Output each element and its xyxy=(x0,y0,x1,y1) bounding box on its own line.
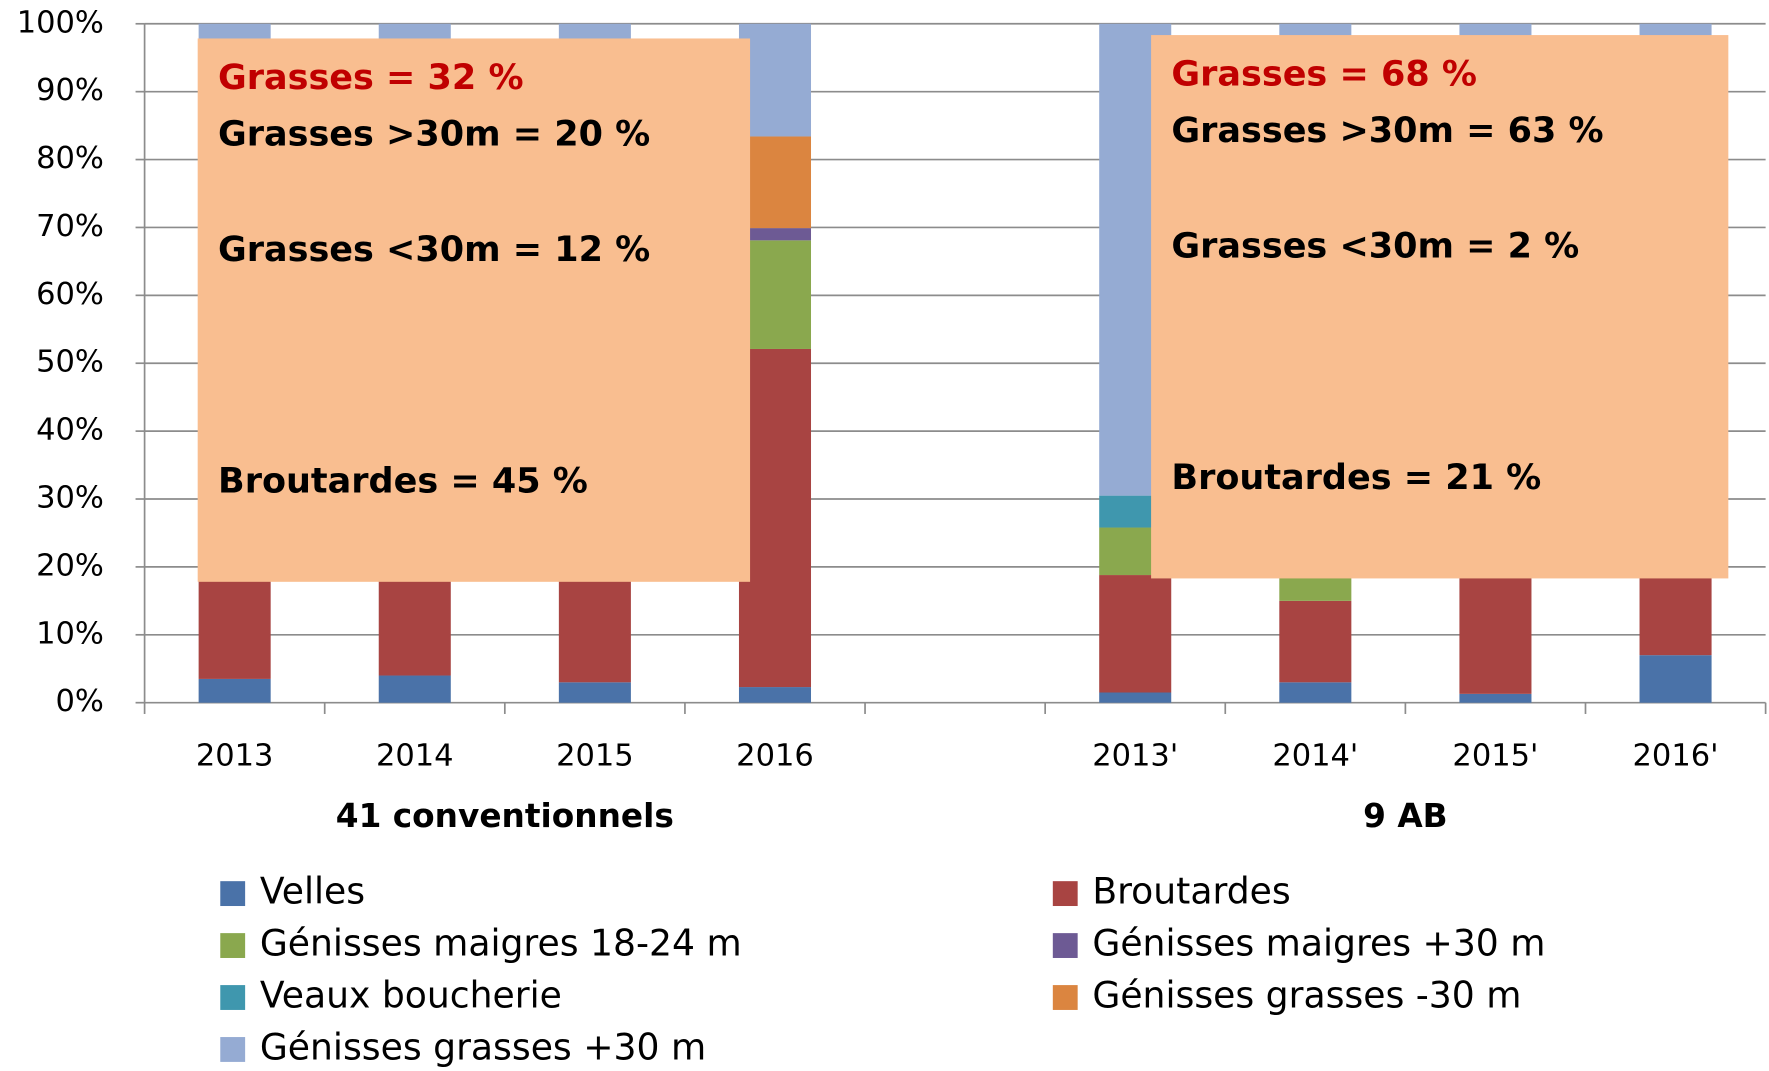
legend-label: Génisses maigres +30 m xyxy=(1092,922,1545,965)
annotation-text: Grasses <30m = 12 % xyxy=(218,230,650,270)
group-label: 9 AB xyxy=(1363,797,1448,835)
legend-swatch xyxy=(220,933,246,958)
x-tick-label: 2013 xyxy=(196,738,274,773)
x-tick-label: 2013' xyxy=(1092,738,1178,773)
bar-segment xyxy=(738,228,812,241)
legend-swatch xyxy=(220,985,246,1010)
bar-segment xyxy=(1099,692,1172,703)
x-tick-label: 2015 xyxy=(556,738,634,773)
y-tick-label: 50% xyxy=(36,345,104,380)
bar-segment xyxy=(738,240,812,349)
legend-swatch xyxy=(220,1037,246,1062)
y-tick-label: 70% xyxy=(36,209,104,244)
bar-segment xyxy=(1279,682,1352,703)
y-tick-label: 40% xyxy=(36,413,104,448)
bar-segment xyxy=(738,348,812,688)
legend-label: Veaux boucherie xyxy=(260,974,562,1017)
annotation-text: Grasses = 32 % xyxy=(218,58,523,98)
annotation-text: Broutardes = 21 % xyxy=(1171,458,1541,498)
bar-segment xyxy=(378,675,451,703)
annotation-text: Grasses <30m = 2 % xyxy=(1171,226,1579,266)
legend-label: Broutardes xyxy=(1092,870,1290,913)
y-tick-label: 10% xyxy=(36,616,104,651)
legend-label: Génisses maigres 18-24 m xyxy=(260,922,742,965)
x-tick-label: 2016 xyxy=(736,738,814,773)
y-tick-label: 100% xyxy=(17,5,104,40)
annotation-text: Grasses = 68 % xyxy=(1171,55,1477,95)
bar-segment xyxy=(558,682,631,703)
y-tick-label: 90% xyxy=(36,73,104,108)
annotation-text: Grasses >30m = 63 % xyxy=(1171,111,1603,151)
legend-label: Velles xyxy=(260,870,365,913)
x-tick-label: 2014' xyxy=(1272,738,1358,773)
bar-segment xyxy=(738,687,812,703)
group-label: 41 conventionnels xyxy=(336,797,674,835)
bar-segment xyxy=(738,23,812,137)
y-tick-label: 0% xyxy=(56,684,104,719)
legend-swatch xyxy=(1052,881,1078,907)
legend-label: Génisses grasses +30 m xyxy=(260,1025,706,1068)
x-tick-label: 2016' xyxy=(1633,738,1719,773)
bar-segment xyxy=(198,678,271,703)
legend-swatch xyxy=(1052,985,1078,1010)
annotation-box xyxy=(1151,35,1729,579)
y-tick-label: 60% xyxy=(36,277,104,312)
x-tick-label: 2014 xyxy=(376,738,454,773)
bar-segment xyxy=(1459,693,1532,703)
y-tick-label: 80% xyxy=(36,141,104,176)
bar-segment xyxy=(738,136,812,229)
annotation-text: Broutardes = 45 % xyxy=(218,461,588,501)
annotation-box xyxy=(197,38,751,582)
y-tick-label: 30% xyxy=(36,481,104,516)
bar-segment xyxy=(1099,575,1172,693)
bar-segment xyxy=(1279,600,1352,683)
legend-swatch xyxy=(220,881,246,907)
x-tick-label: 2015' xyxy=(1452,738,1538,773)
annotation-text: Grasses >30m = 20 % xyxy=(218,115,650,155)
y-tick-label: 20% xyxy=(36,548,104,583)
legend-swatch xyxy=(1052,933,1078,958)
bar-segment xyxy=(1639,655,1712,703)
legend-label: Génisses grasses -30 m xyxy=(1092,974,1521,1017)
